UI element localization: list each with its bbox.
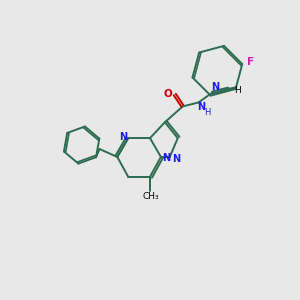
Text: N: N (119, 132, 127, 142)
Text: CH₃: CH₃ (143, 192, 159, 201)
Text: H: H (234, 86, 241, 95)
Text: F: F (247, 57, 254, 67)
Text: N: N (162, 153, 170, 163)
Text: N: N (197, 102, 206, 112)
Text: N: N (211, 82, 220, 92)
Text: O: O (164, 88, 172, 98)
Text: N: N (172, 154, 180, 164)
Text: H: H (204, 108, 211, 117)
